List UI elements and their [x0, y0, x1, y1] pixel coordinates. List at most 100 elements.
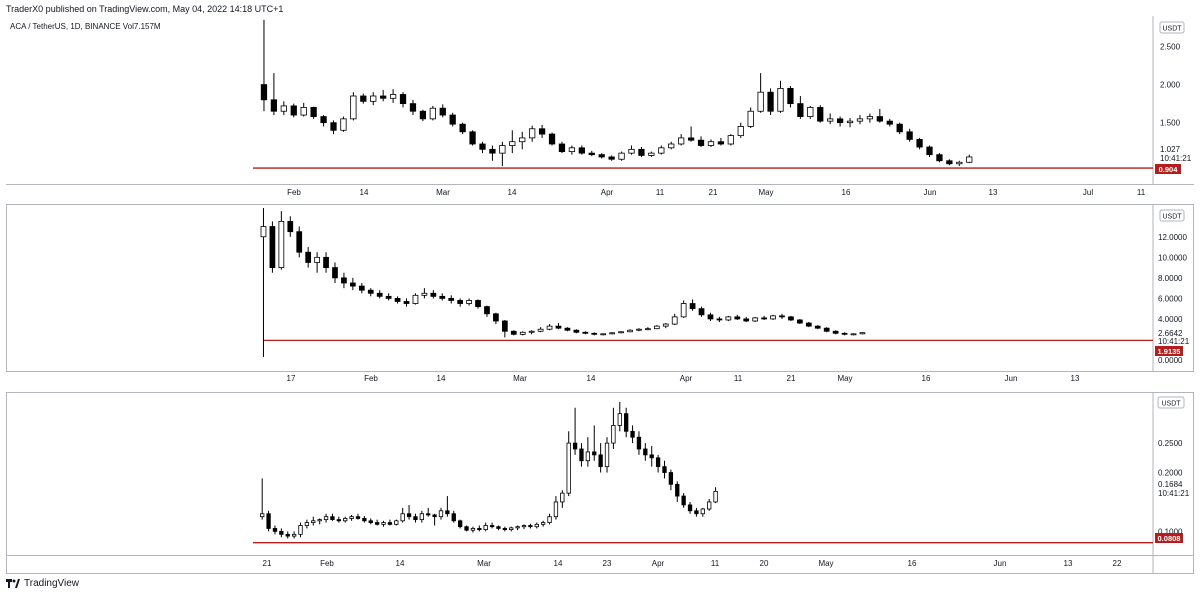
- candle: [310, 106, 317, 119]
- candle: [761, 315, 767, 320]
- candle: [381, 520, 386, 527]
- panel-3: USDT 0.2500 0.2000 0.1000 21 Feb 14 Mar 14 23 Ap…: [6, 392, 1194, 574]
- candle: [457, 519, 463, 529]
- candle: [330, 513, 335, 521]
- candle: [568, 145, 576, 155]
- x-tick-label: 11: [734, 374, 743, 383]
- panel-1-legend: ACA / TetherUS, 1D, BINANCE Vol7.157M: [10, 22, 161, 31]
- candle: [573, 329, 580, 334]
- candle: [716, 316, 723, 323]
- candle: [510, 330, 517, 336]
- candle: [653, 325, 660, 330]
- candle: [757, 73, 764, 113]
- candle: [630, 425, 635, 444]
- candle: [285, 531, 290, 539]
- candle: [836, 116, 844, 127]
- panel-3-frame: [6, 392, 1194, 574]
- candle: [445, 496, 450, 517]
- candle: [767, 88, 774, 116]
- x-tick-label: 21: [263, 559, 272, 568]
- panel-3-currency-label: USDT: [1161, 401, 1181, 408]
- x-tick-label: Jun: [1005, 374, 1018, 383]
- x-tick-label: Apr: [601, 188, 614, 197]
- panel-3-x-ticks: 21 Feb 14 Mar 14 23 Apr 11 20 May 16 Jun 13 22: [263, 559, 1122, 568]
- panel-2-currency-badge[interactable]: [1159, 209, 1185, 222]
- x-tick-label: 16: [842, 188, 851, 197]
- candle: [681, 493, 686, 508]
- candle: [394, 519, 399, 526]
- candle: [689, 299, 696, 311]
- candle: [866, 113, 874, 123]
- candle: [350, 92, 357, 121]
- panel-3-currency-badge[interactable]: [1157, 396, 1185, 409]
- candle: [483, 522, 488, 532]
- candle: [387, 519, 393, 526]
- y-tick-label: 12.0000: [1158, 233, 1187, 242]
- candle: [566, 431, 571, 497]
- y-tick-label: 2.000: [1160, 81, 1181, 90]
- panel-1-support-badge: [1155, 164, 1181, 174]
- candle: [521, 524, 527, 530]
- candle: [779, 313, 785, 319]
- candle: [304, 519, 310, 529]
- candle: [832, 330, 839, 335]
- x-tick-label: Mar: [436, 188, 450, 197]
- candle: [311, 516, 316, 526]
- candle: [553, 496, 559, 520]
- candle: [459, 122, 466, 135]
- candle: [290, 103, 297, 118]
- candle: [598, 443, 603, 473]
- tradingview-brand: TradingView: [24, 578, 80, 589]
- x-tick-label: Mar: [477, 559, 491, 568]
- candle: [743, 316, 750, 323]
- candle: [846, 118, 854, 128]
- panel-1-currency-badge[interactable]: [1159, 21, 1185, 34]
- candle: [499, 141, 506, 167]
- x-tick-label: 14: [587, 374, 596, 383]
- candle: [886, 118, 893, 127]
- panel-2-support-label: 1.9135: [1158, 347, 1181, 356]
- candle: [737, 122, 744, 138]
- candle: [668, 141, 675, 150]
- panel-1-support-label: 0.904: [1159, 165, 1179, 174]
- panel-1-y-ticks: 2.500 2.000 1.500: [1160, 42, 1181, 127]
- candle: [291, 531, 297, 539]
- candle: [627, 329, 633, 333]
- candle: [777, 80, 784, 113]
- candle: [320, 115, 327, 127]
- candle: [636, 328, 642, 332]
- x-tick-label: 21: [787, 374, 796, 383]
- candle: [332, 262, 338, 283]
- candle: [509, 526, 514, 532]
- candle: [608, 155, 615, 161]
- panel-3-last-price: 0.1684: [1158, 480, 1183, 489]
- x-tick-label: 16: [922, 374, 931, 383]
- x-tick-label: 11: [711, 559, 720, 568]
- y-tick-label: 1.500: [1160, 119, 1181, 128]
- candle: [717, 137, 725, 146]
- candle: [662, 323, 669, 329]
- candle: [269, 221, 276, 273]
- x-tick-label: 11: [656, 188, 665, 197]
- candle: [926, 145, 933, 157]
- candle: [787, 86, 794, 108]
- x-tick-label: 14: [508, 188, 517, 197]
- candle: [368, 518, 373, 525]
- candle: [560, 490, 565, 508]
- candle: [317, 518, 322, 525]
- candle: [966, 154, 973, 164]
- candle: [662, 460, 667, 479]
- candle: [609, 332, 615, 335]
- candle: [451, 510, 456, 523]
- panel-2-y-ticks: 12.0000 10.0000 8.0000 6.0000 4.0000 0.0000: [1158, 233, 1187, 365]
- candle: [534, 522, 539, 529]
- candle: [770, 314, 776, 320]
- candle: [457, 298, 464, 307]
- y-tick-label: 10.0000: [1158, 253, 1187, 262]
- y-tick-label: 2.500: [1160, 42, 1181, 51]
- candle: [906, 128, 913, 142]
- candle: [788, 315, 794, 321]
- candle: [856, 115, 864, 125]
- candle: [412, 293, 419, 305]
